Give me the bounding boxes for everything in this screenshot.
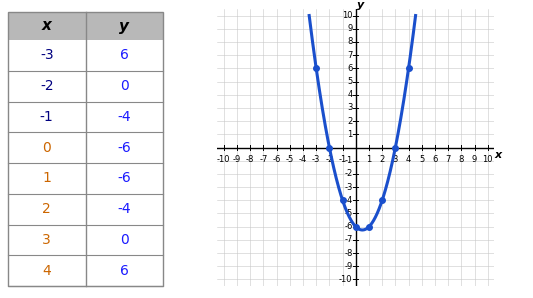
Text: -9: -9 bbox=[344, 262, 352, 271]
Text: 3: 3 bbox=[347, 103, 352, 112]
Text: 0: 0 bbox=[120, 79, 128, 93]
Text: y: y bbox=[357, 0, 364, 10]
Text: 5: 5 bbox=[419, 155, 424, 164]
Text: 9: 9 bbox=[472, 155, 477, 164]
Text: 6: 6 bbox=[120, 264, 128, 278]
Bar bbox=[8, 255, 163, 286]
Text: 2: 2 bbox=[347, 117, 352, 126]
Text: -2: -2 bbox=[344, 169, 352, 179]
Text: -4: -4 bbox=[117, 202, 131, 216]
Text: 0: 0 bbox=[120, 233, 128, 247]
Text: 4: 4 bbox=[406, 155, 411, 164]
Text: -4: -4 bbox=[344, 196, 352, 205]
Text: x: x bbox=[495, 150, 502, 160]
Text: -3: -3 bbox=[312, 155, 320, 164]
Bar bbox=[8, 224, 163, 255]
Text: x: x bbox=[42, 18, 52, 33]
Text: -1: -1 bbox=[40, 110, 54, 124]
Text: 7: 7 bbox=[347, 51, 352, 60]
Bar bbox=[8, 102, 163, 132]
Text: -8: -8 bbox=[246, 155, 254, 164]
Text: -3: -3 bbox=[40, 48, 53, 62]
Bar bbox=[8, 163, 163, 194]
Text: 5: 5 bbox=[347, 77, 352, 86]
Text: -10: -10 bbox=[339, 275, 352, 284]
Text: -6: -6 bbox=[117, 171, 131, 185]
Bar bbox=[8, 12, 163, 286]
Text: 10: 10 bbox=[342, 11, 352, 20]
Text: 6: 6 bbox=[120, 48, 128, 62]
Text: -8: -8 bbox=[344, 249, 352, 257]
Text: -6: -6 bbox=[344, 222, 352, 231]
Text: 3: 3 bbox=[393, 155, 398, 164]
Text: -3: -3 bbox=[344, 183, 352, 192]
Text: -10: -10 bbox=[217, 155, 231, 164]
Text: -4: -4 bbox=[117, 110, 131, 124]
Text: -7: -7 bbox=[259, 155, 268, 164]
Text: -5: -5 bbox=[344, 209, 352, 218]
Bar bbox=[8, 40, 163, 71]
Text: 1: 1 bbox=[347, 130, 352, 139]
Text: 9: 9 bbox=[347, 24, 352, 33]
Text: 2: 2 bbox=[43, 202, 51, 216]
Text: -5: -5 bbox=[286, 155, 294, 164]
Text: -1: -1 bbox=[344, 156, 352, 165]
Text: -6: -6 bbox=[272, 155, 281, 164]
Text: 0: 0 bbox=[43, 141, 51, 155]
Text: -1: -1 bbox=[338, 155, 346, 164]
Text: -2: -2 bbox=[40, 79, 53, 93]
Text: 1: 1 bbox=[366, 155, 372, 164]
Text: 6: 6 bbox=[432, 155, 438, 164]
Text: 8: 8 bbox=[347, 38, 352, 46]
Text: 4: 4 bbox=[43, 264, 51, 278]
Text: 7: 7 bbox=[446, 155, 451, 164]
Bar bbox=[8, 132, 163, 163]
Text: 4: 4 bbox=[347, 90, 352, 99]
Bar bbox=[8, 194, 163, 224]
Bar bbox=[8, 12, 163, 40]
Text: 2: 2 bbox=[379, 155, 385, 164]
Text: 8: 8 bbox=[459, 155, 464, 164]
Text: 10: 10 bbox=[482, 155, 493, 164]
Bar bbox=[8, 71, 163, 102]
Text: 6: 6 bbox=[347, 64, 352, 73]
Text: -6: -6 bbox=[117, 141, 131, 155]
Text: y: y bbox=[119, 18, 129, 33]
Text: -2: -2 bbox=[325, 155, 334, 164]
Text: 3: 3 bbox=[43, 233, 51, 247]
Text: -9: -9 bbox=[233, 155, 241, 164]
Text: -4: -4 bbox=[299, 155, 307, 164]
Text: -7: -7 bbox=[344, 235, 352, 244]
Text: 1: 1 bbox=[42, 171, 51, 185]
